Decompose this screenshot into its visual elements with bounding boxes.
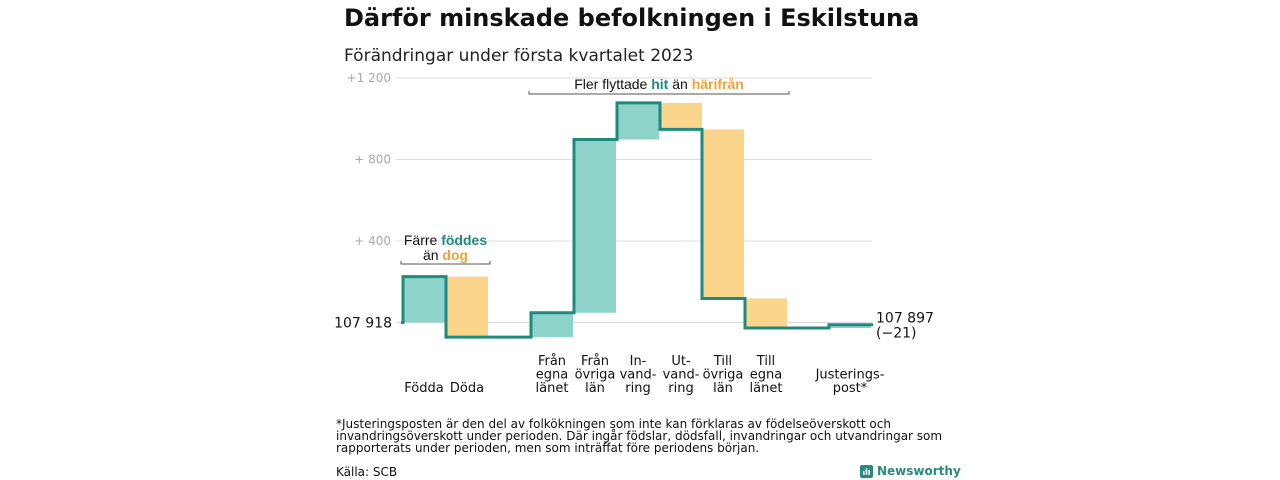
annotation-segment: härifrån [692, 76, 744, 92]
y-tick-label: + 400 [354, 234, 391, 248]
category-label: övriga [703, 368, 744, 383]
annotation-bracket [400, 261, 491, 265]
annotation-text: än dog [423, 247, 468, 263]
category-label: länet [750, 381, 783, 396]
annotation-segment: Färre [404, 232, 441, 248]
category-label: län [585, 381, 605, 396]
annotation-text: Fler flyttade hit än härifrån [574, 76, 744, 92]
labels: Födda DödaFrånegnalänetFrånövrigalänIn-va… [334, 76, 934, 396]
waterfall-bar [617, 102, 659, 140]
annotation-segment: än [668, 76, 691, 92]
category-label: egna [536, 368, 568, 383]
annotation-segment: Fler flyttade [574, 76, 651, 92]
category-label: Födda [404, 381, 443, 396]
footnote: *Justeringsposten är den del av folkökni… [336, 417, 943, 455]
annotation-segment: föddes [441, 232, 487, 248]
end-value-label: (−21) [876, 326, 916, 342]
y-tick-label: + 800 [354, 153, 391, 167]
annotation-segment: hit [651, 76, 668, 92]
annotation-text: Färre föddes [404, 232, 487, 248]
waterfall-bar [745, 298, 787, 329]
waterfall-bar [446, 276, 488, 338]
bar-chart-icon [860, 464, 873, 478]
category-label: Justerings- [815, 368, 885, 383]
waterfall-bar [702, 129, 744, 299]
category-label: länet [536, 381, 569, 396]
logo-text: Newsworthy [877, 464, 961, 478]
bars [403, 102, 871, 338]
waterfall-bar [531, 312, 573, 338]
category-label: post* [833, 381, 868, 396]
category-label: Till [713, 354, 732, 369]
y-tick-label: +1 200 [347, 71, 391, 85]
category-label: ring [625, 381, 650, 396]
category-label: Ut- [671, 354, 691, 369]
category-label: Till [756, 354, 775, 369]
category-label: län [713, 381, 733, 396]
start-value-label: 107 918 [334, 316, 392, 332]
waterfall-chart: + 400+ 800+1 200 Födda DödaFrånegnalänetF… [334, 71, 934, 396]
waterfall-bar [574, 139, 616, 313]
category-label: övriga [575, 368, 616, 383]
category-label: Från [538, 354, 566, 369]
annotation-segment: dog [442, 247, 468, 263]
category-label: ring [668, 381, 693, 396]
category-label: vand- [620, 368, 657, 383]
category-label: egna [750, 368, 782, 383]
newsworthy-logo: Newsworthy [860, 464, 961, 478]
waterfall-bar [403, 276, 445, 323]
category-label: Från [581, 354, 609, 369]
source-label: Källa: SCB [336, 465, 398, 479]
waterfall-bar [660, 102, 702, 130]
chart-title: Därför minskade befolkningen i Eskilstun… [344, 4, 920, 32]
running-total-line [401, 101, 873, 339]
end-value-label: 107 897 [876, 311, 934, 327]
category-label: vand- [663, 368, 700, 383]
category-label: Döda [450, 381, 484, 396]
annotation-segment: än [423, 247, 442, 263]
chart-subtitle: Förändringar under första kvartalet 2023 [344, 46, 694, 66]
annotation-bracket [528, 91, 790, 95]
step-line [401, 101, 873, 339]
waterfall-bar [829, 324, 871, 329]
category-label: In- [630, 354, 647, 369]
